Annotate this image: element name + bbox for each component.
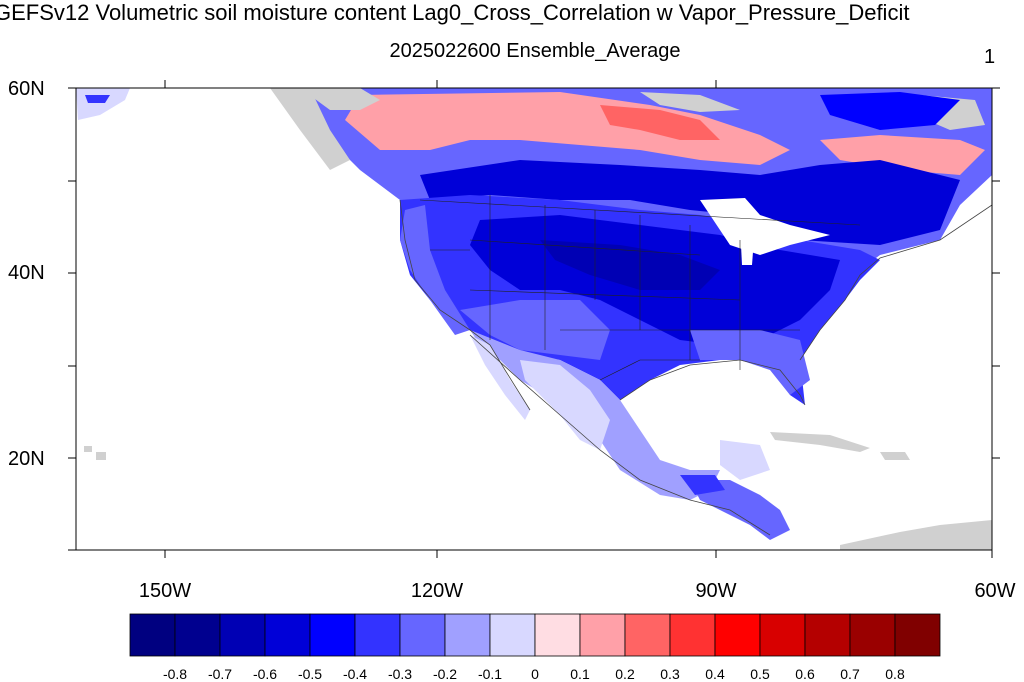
hispaniola xyxy=(880,452,910,460)
mexico-light xyxy=(520,360,610,450)
chart-title: GEFSv12 Volumetric soil moisture content… xyxy=(0,0,910,25)
colorbar-swatch xyxy=(354,613,401,657)
colorbar-swatch xyxy=(624,613,671,657)
colorbar-swatch xyxy=(669,613,716,657)
map-field xyxy=(76,88,992,550)
colorbar-tick-label: 0.4 xyxy=(705,666,725,682)
canada-red-patch xyxy=(345,92,790,165)
colorbar-tick-label: 0.6 xyxy=(795,666,815,682)
colorbar-tick-label: -0.7 xyxy=(207,666,233,682)
lon-tick-label-60w: 60W xyxy=(974,580,1016,602)
lat-tick-label-40n: 40N xyxy=(8,262,45,284)
map-frame xyxy=(75,87,993,551)
lake-michigan xyxy=(740,225,755,265)
lon-tick-label-150w: 150W xyxy=(138,580,192,602)
colorbar-tick-label: 0 xyxy=(531,666,539,682)
cuba xyxy=(770,432,870,452)
hawaii-2 xyxy=(96,452,106,460)
map-tick-marks xyxy=(68,80,1000,558)
state-borders xyxy=(419,195,861,381)
lon-tick-label-120w: 120W xyxy=(410,580,464,602)
canada-deep-blue xyxy=(420,160,960,245)
colorbar-tick-label: 0.3 xyxy=(660,666,680,682)
colorbar-swatch xyxy=(174,613,221,657)
colorbar-tick-label: -0.5 xyxy=(297,666,323,682)
colorbar-swatch xyxy=(264,613,311,657)
lat-tick-label-60n: 60N xyxy=(8,78,45,100)
chart-subtitle: 2025022600 Ensemble_Average xyxy=(389,40,681,62)
hudson-blue xyxy=(820,92,960,130)
colorbar xyxy=(129,613,941,657)
colorbar-tick-label: -0.1 xyxy=(477,666,503,682)
colorbar-tick-label: -0.8 xyxy=(162,666,188,682)
colorbar-tick-label: 0.8 xyxy=(885,666,905,682)
colorbar-tick-label: -0.6 xyxy=(252,666,278,682)
colorbar-tick-label: -0.3 xyxy=(387,666,413,682)
colorbar-swatch xyxy=(129,613,176,657)
lat-tick-label-20n: 20N xyxy=(8,448,45,470)
alaska-blue xyxy=(85,95,110,103)
canada-red-core xyxy=(600,105,720,140)
central-america xyxy=(690,480,790,540)
colorbar-tick-label: 0.5 xyxy=(750,666,770,682)
yucatan xyxy=(720,440,770,480)
lon-tick-label-90w: 90W xyxy=(695,580,737,602)
colorbar-swatch xyxy=(489,613,536,657)
colorbar-tick-label: 0.2 xyxy=(615,666,635,682)
south-america-edge xyxy=(840,520,992,550)
labrador-red xyxy=(820,135,985,175)
colorbar-swatch xyxy=(804,613,851,657)
colorbar-swatch xyxy=(309,613,356,657)
canada-gray-patch xyxy=(300,88,380,110)
colorbar-swatch xyxy=(759,613,806,657)
colorbar-swatch xyxy=(894,613,941,657)
colorbar-swatch xyxy=(534,613,581,657)
colorbar-swatch xyxy=(219,613,266,657)
colorbar-tick-label: 0.7 xyxy=(840,666,860,682)
canada-gray-patch-2 xyxy=(640,92,740,112)
southwest-lighter xyxy=(460,300,610,360)
conus-darkest xyxy=(540,240,720,290)
colorbar-swatch xyxy=(579,613,626,657)
colorbar-tick-label: -0.2 xyxy=(432,666,458,682)
coastlines xyxy=(399,199,992,536)
colorbar-tick-label: -0.4 xyxy=(342,666,368,682)
colorbar-swatch xyxy=(444,613,491,657)
hawaii-1 xyxy=(84,446,92,452)
central-america-deep xyxy=(680,475,725,495)
colorbar-swatch xyxy=(399,613,446,657)
bc-coast-gray xyxy=(270,88,350,170)
colorbar-tick-label: 0.1 xyxy=(570,666,590,682)
baja xyxy=(470,335,530,420)
colorbar-swatch xyxy=(849,613,896,657)
west-coast-light xyxy=(400,205,470,335)
panel-number: 1 xyxy=(984,46,996,68)
great-lakes xyxy=(700,198,830,255)
colorbar-swatch xyxy=(714,613,761,657)
